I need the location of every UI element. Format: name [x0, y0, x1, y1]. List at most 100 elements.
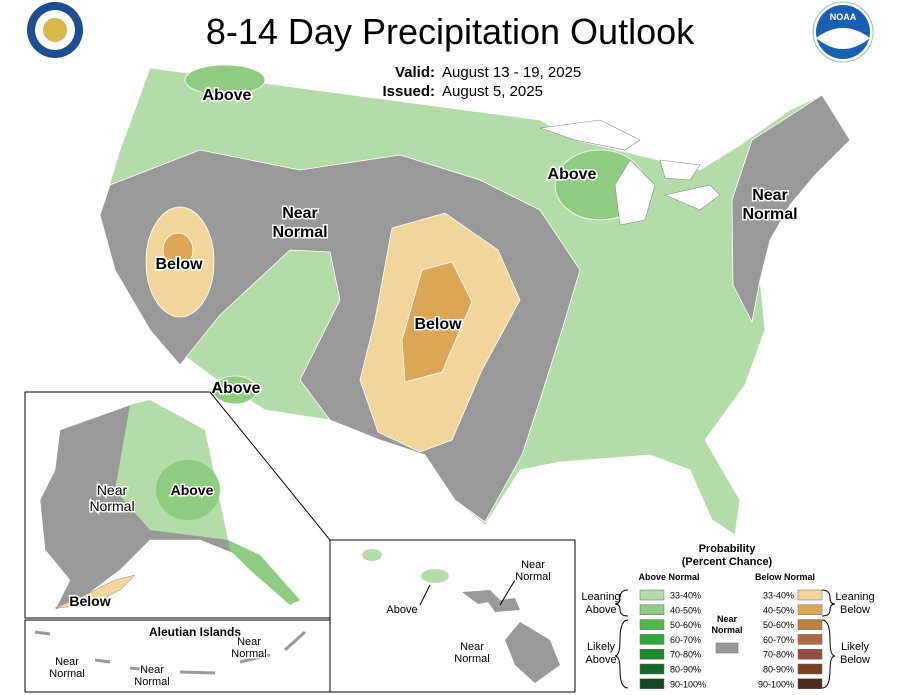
likely-above: Likely Above [585, 641, 616, 666]
label-line: Normal [742, 206, 797, 223]
legend-swatch [797, 589, 823, 601]
legend-range: 50-60% [763, 620, 794, 630]
label-line: Near [521, 559, 545, 571]
legend-swatch [797, 619, 823, 630]
brace [614, 589, 629, 617]
brace [821, 619, 836, 689]
legend-line: Above [585, 654, 616, 666]
valid-dates: August 13 - 19, 2025 [442, 64, 581, 81]
legend-swatch [715, 642, 739, 654]
label-line: Near [460, 641, 484, 653]
inset-title: Aleutian Islands [149, 625, 241, 639]
region-label: Near Normal [454, 641, 489, 665]
legend-title: Probability (Percent Chance) [682, 543, 773, 568]
title: 8-14 Day Precipitation Outlook [206, 11, 695, 52]
legend-swatch [639, 663, 665, 675]
region-label: Above [203, 87, 252, 104]
legend-swatch [639, 678, 665, 690]
region-label: Near Normal [49, 656, 84, 680]
legend-swatch [797, 663, 823, 675]
legend-range: 40-50% [763, 605, 794, 615]
label-line: Near [97, 482, 128, 498]
region-label: Near Normal [231, 636, 266, 660]
label-line: Normal [134, 676, 169, 688]
svg-text:NOAA: NOAA [830, 12, 857, 22]
legend-range: 33-40% [670, 591, 701, 601]
region-label: Near Normal [89, 482, 134, 514]
legend-line: Likely [841, 641, 870, 653]
region-label: Near Normal [134, 664, 169, 688]
label-line: Below [414, 316, 462, 333]
region-label: Below [155, 256, 203, 273]
legend-range: 90-100% [758, 679, 794, 689]
brace [821, 589, 836, 617]
label-line: Normal [231, 648, 266, 660]
label-line: Normal [515, 571, 550, 583]
region-label: Near Normal [742, 187, 797, 223]
legend-swatch [797, 648, 823, 660]
legend-range: 33-40% [763, 591, 794, 601]
label-line: Above [203, 87, 252, 104]
region-label: Near Normal [515, 559, 550, 583]
noaa-logo: NOAA [812, 1, 874, 63]
brace [614, 619, 629, 689]
legend-swatch [639, 648, 665, 660]
near-normal: Near Normal [711, 614, 742, 635]
legend-line: Below [840, 604, 870, 616]
legend-swatch [639, 604, 665, 616]
label-line: Near [752, 187, 788, 204]
legend-swatch [639, 634, 665, 645]
region-label: Below [69, 593, 110, 609]
leaning-above: Leaning Above [581, 591, 620, 616]
legend-range: 80-90% [763, 665, 794, 675]
legend-line: Leaning [835, 591, 874, 603]
legend-range: 70-80% [763, 650, 794, 660]
legend-swatch [639, 619, 665, 630]
label-line: Normal [454, 653, 489, 665]
legend-swatch [797, 604, 823, 616]
legend-line: Near [717, 614, 738, 624]
legend-range: 90-100% [670, 679, 706, 689]
region-label: Above [386, 604, 417, 616]
legend-line: Likely [587, 641, 616, 653]
label-line: Above [171, 482, 214, 498]
legend-title-line: Probability [699, 543, 757, 555]
legend-range: 60-70% [763, 635, 794, 645]
region-label: Above [171, 482, 214, 498]
label-line: Near [55, 656, 79, 668]
label-line: Below [155, 256, 203, 273]
label-line: Above [212, 380, 261, 397]
hawaii-inset: Near Normal Above Near Normal [329, 539, 576, 693]
legend: Probability (Percent Chance) Above Normal… [581, 543, 874, 689]
conus [99, 64, 851, 536]
label-line: Above [386, 604, 417, 616]
doc-logo [27, 2, 83, 58]
legend-swatch [797, 634, 823, 645]
region-label: Above [548, 166, 597, 183]
region-label: Near Normal [272, 205, 327, 241]
label-line: Normal [49, 668, 84, 680]
leaning-below: Leaning Below [835, 591, 874, 616]
aleutian-inset: Aleutian Islands Near Normal Near Normal N… [24, 619, 331, 693]
legend-line: Normal [711, 625, 742, 635]
legend-range: 70-80% [670, 650, 701, 660]
issued-date: August 5, 2025 [442, 83, 543, 100]
above-header: Above Normal [638, 572, 699, 582]
below-header: Below Normal [755, 572, 815, 582]
legend-title-line: (Percent Chance) [682, 556, 773, 568]
region-label: Below [414, 316, 462, 333]
likely-below: Likely Below [840, 641, 870, 666]
region-label: Above [212, 380, 261, 397]
label-line: Above [548, 166, 597, 183]
legend-swatch [639, 589, 665, 601]
label-line: Near [282, 205, 318, 222]
label-line: Near [140, 664, 164, 676]
issued-label: Issued: [382, 83, 435, 100]
legend-range: 50-60% [670, 620, 701, 630]
label-line: Normal [89, 498, 134, 514]
legend-line: Below [840, 654, 870, 666]
conus-labels: Above Near Normal Below Above Below Above… [154, 86, 799, 399]
label-line: Near [237, 636, 261, 648]
legend-line: Above [585, 604, 616, 616]
